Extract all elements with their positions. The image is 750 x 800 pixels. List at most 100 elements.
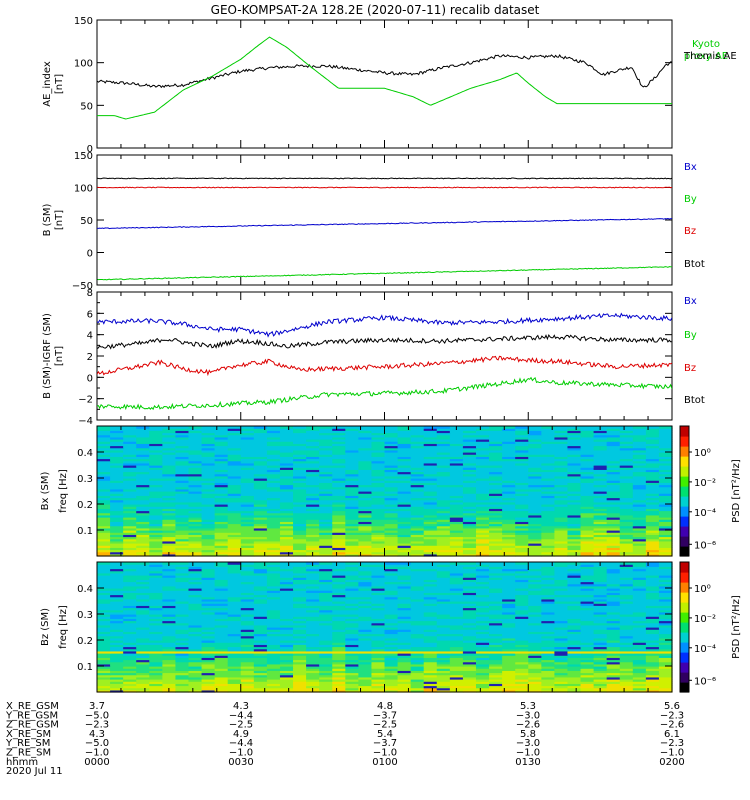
spectrogram-cell — [136, 491, 150, 494]
spectrogram-cell — [423, 512, 438, 516]
spectrogram-cell — [580, 523, 595, 527]
spectrogram-cell — [645, 504, 660, 507]
spectrogram-cell — [397, 504, 412, 507]
spectrogram-cell — [358, 471, 373, 475]
spectrogram-cell — [423, 469, 438, 473]
spectrogram-cell — [345, 486, 359, 490]
spectrogram-cell — [253, 521, 268, 525]
spectrogram-cell — [240, 543, 255, 546]
spectrogram-cell — [475, 499, 490, 503]
spectrogram-cell — [410, 460, 425, 464]
spectrogram-cell — [436, 653, 451, 656]
spectrogram-cell — [214, 659, 229, 663]
spectrogram-cell — [528, 609, 542, 613]
spectrogram-cell — [423, 536, 438, 540]
spectrogram-cell — [580, 640, 595, 643]
spectrogram-cell — [345, 458, 359, 462]
spectrogram-cell — [541, 465, 555, 468]
spectrogram-cell — [240, 439, 255, 442]
spectrogram-cell — [214, 426, 229, 429]
spectrogram-cell — [162, 683, 177, 687]
spectrogram-cell — [606, 523, 621, 527]
spectrogram-cell — [489, 512, 503, 516]
spectrogram-cell — [567, 601, 582, 604]
spectrogram-cell — [462, 598, 477, 602]
spectrogram-cell — [541, 439, 555, 442]
spectrogram-cell — [423, 547, 438, 551]
spectrogram-cell — [606, 525, 621, 529]
spectrogram-cell — [632, 482, 647, 486]
spectrogram-cell — [658, 657, 673, 661]
spectrogram-cell — [475, 666, 490, 669]
spectrogram-cell — [136, 683, 150, 687]
spectrogram-cell — [567, 633, 582, 637]
spectrogram-cell — [436, 633, 451, 637]
legend-label-bx: Bx — [684, 162, 697, 173]
spectrogram-cell — [489, 545, 503, 548]
colorbar-band — [680, 446, 689, 449]
spectrogram-cell — [266, 493, 281, 496]
spectrogram-cell — [371, 508, 386, 512]
spectrogram-cell — [502, 488, 516, 492]
spectrogram-cell — [162, 607, 177, 611]
spectrogram-cell — [658, 504, 673, 507]
spectrogram-cell — [502, 532, 516, 535]
spectrogram-cell — [632, 491, 647, 494]
spectrogram-cell — [645, 430, 660, 434]
spectrogram-cell — [97, 475, 111, 479]
spectrogram-cell — [319, 495, 333, 499]
spectrogram-cell — [345, 655, 359, 658]
spectrogram-cell — [541, 443, 555, 447]
spectrogram-cell — [502, 499, 516, 503]
spectrogram-cell — [149, 519, 163, 522]
spectrogram-cell — [567, 648, 582, 652]
spectrogram-cell — [475, 663, 490, 667]
spectrogram-cell — [489, 449, 503, 453]
spectrogram-cell — [188, 467, 203, 470]
spectrogram-cell — [593, 523, 608, 527]
spectrogram-cell — [632, 527, 647, 531]
spectrogram-cell — [528, 519, 542, 522]
spectrogram-cell — [188, 681, 203, 684]
spectrogram-cell — [541, 428, 555, 431]
spectrogram-cell — [593, 430, 608, 434]
spectrogram-cell — [279, 434, 294, 438]
spectrogram-cell — [645, 616, 660, 619]
spectrogram-cell — [162, 523, 177, 527]
spectrogram-cell — [162, 452, 177, 455]
spectrogram-cell — [332, 501, 346, 505]
spectrogram-cell — [319, 510, 333, 514]
spectrogram-cell — [567, 527, 582, 531]
spectrogram-cell — [554, 447, 569, 451]
spectrogram-cell — [201, 679, 216, 682]
spectrogram-cell — [567, 637, 582, 641]
spectrogram-cell — [97, 609, 111, 613]
spectrogram-cell — [293, 663, 307, 667]
spectrogram-cell — [136, 523, 150, 527]
spectrogram-cell — [293, 454, 307, 457]
y-tick-label: 100 — [74, 59, 93, 70]
spectrogram-cell — [528, 661, 542, 665]
spectrogram-cell — [123, 607, 137, 611]
spectrogram-cell — [528, 510, 542, 514]
spectrogram-cell — [632, 633, 647, 637]
spectrogram-cell — [371, 517, 386, 520]
spectrogram-cell — [123, 540, 137, 544]
spectrogram-cell — [528, 679, 542, 682]
spectrogram-cell — [149, 653, 163, 656]
spectrogram-cell — [279, 624, 294, 628]
spectrogram-cell — [266, 655, 281, 658]
spectrogram-cell — [358, 650, 373, 654]
spectrogram-cell — [201, 668, 216, 671]
spectrogram-cell — [410, 532, 425, 535]
spectrogram-cell — [110, 480, 124, 483]
spectrogram-cell — [175, 676, 190, 680]
spectrogram-cell — [240, 497, 255, 501]
spectrogram-cell — [632, 601, 647, 604]
spectrogram-cell — [632, 488, 647, 492]
spectrogram-cell — [319, 519, 333, 522]
spectrogram-cell — [123, 458, 137, 462]
spectrogram-cell — [371, 676, 386, 680]
spectrogram-cell — [201, 666, 216, 669]
spectrogram-cell — [188, 666, 203, 669]
